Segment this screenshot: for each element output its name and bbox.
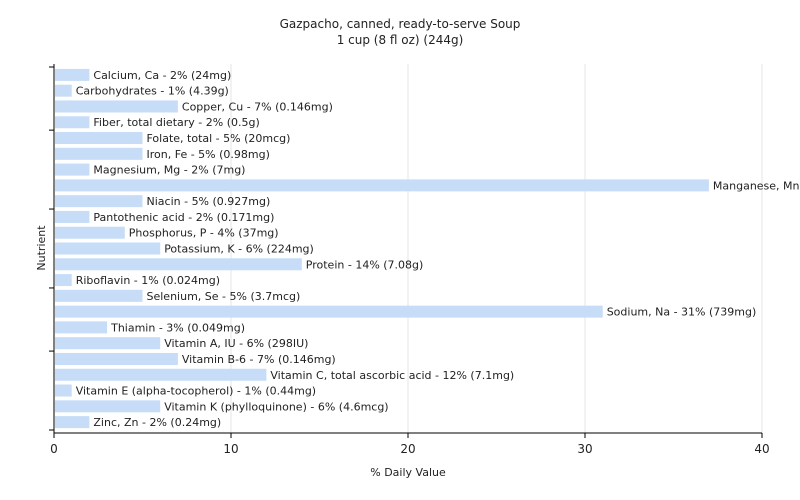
axes: 0 10 20 30 40	[49, 64, 770, 456]
x-tick-label: 0	[50, 442, 58, 456]
x-tick-label: 20	[400, 442, 415, 456]
bar	[55, 352, 178, 365]
data-label: Protein - 14% (7.08g)	[306, 258, 424, 271]
bar	[55, 226, 125, 239]
data-label: Vitamin B-6 - 7% (0.146mg)	[182, 353, 336, 366]
data-label: Vitamin C, total ascorbic acid - 12% (7.…	[270, 369, 514, 382]
data-label: Sodium, Na - 31% (739mg)	[607, 306, 757, 319]
bar	[55, 274, 72, 287]
data-label: Zinc, Zn - 2% (0.24mg)	[93, 416, 221, 429]
bar	[55, 195, 143, 208]
data-label: Iron, Fe - 5% (0.98mg)	[147, 148, 270, 161]
chart-title: Gazpacho, canned, ready-to-serve Soup	[280, 17, 521, 31]
bar	[55, 84, 72, 97]
bar	[55, 416, 90, 429]
bar	[55, 242, 161, 255]
data-label: Phosphorus, P - 4% (37mg)	[129, 227, 279, 240]
chart-subtitle: 1 cup (8 fl oz) (244g)	[337, 33, 464, 47]
data-label: Selenium, Se - 5% (3.7mcg)	[147, 290, 301, 303]
data-label: Vitamin A, IU - 6% (298IU)	[164, 337, 308, 350]
x-tick-label: 30	[577, 442, 592, 456]
bar	[55, 321, 108, 334]
bar	[55, 384, 72, 397]
bar	[55, 258, 302, 271]
bar	[55, 210, 90, 223]
bars: Calcium, Ca - 2% (24mg) Carbohydrates - 1…	[55, 68, 800, 429]
bar	[55, 68, 90, 81]
bar	[55, 400, 161, 413]
data-label: Folate, total - 5% (20mcg)	[147, 132, 291, 145]
bar	[55, 132, 143, 145]
x-axis-label: % Daily Value	[370, 466, 446, 479]
bar	[55, 337, 161, 350]
data-label: Vitamin E (alpha-tocopherol) - 1% (0.44m…	[76, 385, 316, 398]
bar	[55, 179, 709, 192]
data-label: Copper, Cu - 7% (0.146mg)	[182, 100, 333, 113]
x-tick-label: 40	[754, 442, 769, 456]
bar	[55, 116, 90, 129]
data-label: Magnesium, Mg - 2% (7mg)	[93, 164, 245, 177]
data-label: Manganese, Mn - 37% (0.732mg)	[713, 179, 800, 192]
bar	[55, 147, 143, 160]
data-label: Fiber, total dietary - 2% (0.5g)	[93, 116, 259, 129]
data-label: Niacin - 5% (0.927mg)	[147, 195, 271, 208]
x-tick-label: 10	[223, 442, 238, 456]
bar	[55, 100, 178, 113]
data-label: Carbohydrates - 1% (4.39g)	[76, 85, 229, 98]
data-label: Potassium, K - 6% (224mg)	[164, 243, 314, 256]
data-label: Pantothenic acid - 2% (0.171mg)	[93, 211, 274, 224]
bar	[55, 305, 603, 318]
bar	[55, 368, 267, 381]
bar	[55, 163, 90, 176]
y-axis-label: Nutrient	[35, 225, 48, 271]
data-label: Thiamin - 3% (0.049mg)	[110, 321, 245, 334]
data-label: Calcium, Ca - 2% (24mg)	[93, 69, 231, 82]
data-label: Vitamin K (phylloquinone) - 6% (4.6mcg)	[164, 400, 388, 413]
bar	[55, 289, 143, 302]
data-label: Riboflavin - 1% (0.024mg)	[76, 274, 220, 287]
